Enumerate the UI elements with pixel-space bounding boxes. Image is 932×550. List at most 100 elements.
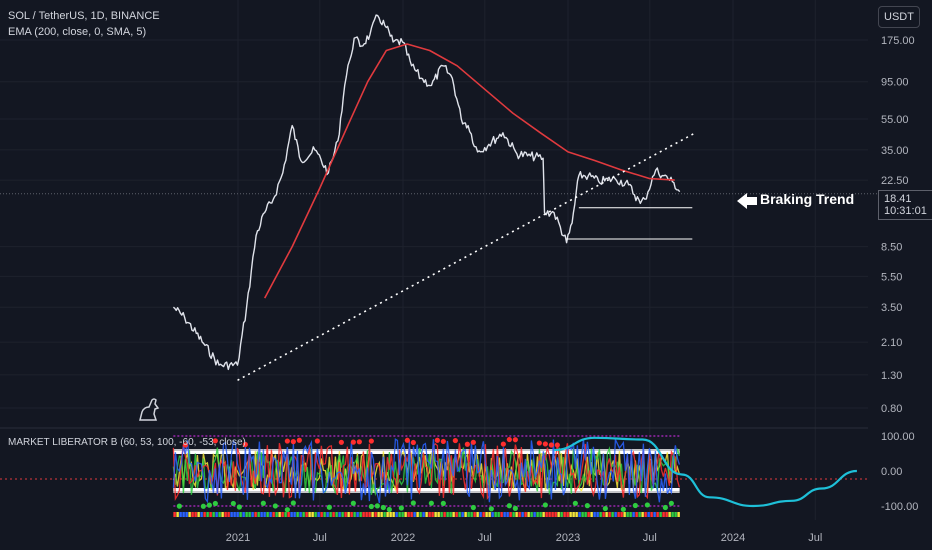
osc-strip-mark xyxy=(674,512,677,517)
time-tick-label: Jul xyxy=(808,532,822,544)
osc-strip-mark xyxy=(239,512,242,517)
osc-strip-mark xyxy=(590,512,593,517)
osc-strip-mark xyxy=(176,512,179,517)
osc-strip-mark xyxy=(260,512,263,517)
osc-strip-mark xyxy=(200,512,203,517)
tradingview-logo-icon[interactable] xyxy=(136,396,162,422)
osc-strip-mark xyxy=(527,512,530,517)
osc-strip-mark xyxy=(317,512,320,517)
osc-strip-mark xyxy=(383,512,386,517)
osc-strip-mark xyxy=(308,512,311,517)
osc-dot-green xyxy=(284,507,290,513)
osc-strip-mark xyxy=(299,512,302,517)
price-tick-label: 55.00 xyxy=(881,114,909,126)
osc-strip-mark xyxy=(182,512,185,517)
osc-strip-mark xyxy=(515,512,518,517)
time-tick-label: 2022 xyxy=(391,532,415,544)
osc-strip-mark xyxy=(563,512,566,517)
osc-strip-mark xyxy=(356,512,359,517)
osc-strip-mark xyxy=(470,512,473,517)
osc-strip-mark xyxy=(185,512,188,517)
osc-strip-mark xyxy=(392,512,395,517)
osc-strip-mark xyxy=(536,512,539,517)
osc-strip-mark xyxy=(506,512,509,517)
osc-tick-label: 100.00 xyxy=(881,431,915,443)
price-tick-label: 35.00 xyxy=(881,145,909,157)
osc-dot-green xyxy=(350,500,356,506)
osc-strip-mark xyxy=(677,512,680,517)
osc-strip-mark xyxy=(569,512,572,517)
osc-strip-mark xyxy=(539,512,542,517)
price-tick-label: 175.00 xyxy=(881,35,915,47)
osc-strip-mark xyxy=(611,512,614,517)
osc-strip-mark xyxy=(629,512,632,517)
osc-strip-mark xyxy=(665,512,668,517)
osc-strip-mark xyxy=(608,512,611,517)
osc-strip-mark xyxy=(443,512,446,517)
osc-strip-mark xyxy=(626,512,629,517)
osc-strip-mark xyxy=(263,512,266,517)
osc-dot-red xyxy=(338,439,344,445)
osc-dot-green xyxy=(488,506,494,512)
osc-dot-green xyxy=(290,500,296,506)
price-tick-label: 2.10 xyxy=(881,337,902,349)
osc-strip-mark xyxy=(464,512,467,517)
osc-strip-mark xyxy=(347,512,350,517)
osc-strip-mark xyxy=(473,512,476,517)
osc-strip-mark xyxy=(341,512,344,517)
osc-strip-mark xyxy=(293,512,296,517)
osc-strip-mark xyxy=(653,512,656,517)
osc-strip-mark xyxy=(656,512,659,517)
osc-dot-red xyxy=(296,437,302,443)
osc-strip-mark xyxy=(218,512,221,517)
osc-strip-mark xyxy=(461,512,464,517)
osc-dot-red xyxy=(410,439,416,446)
osc-strip-mark xyxy=(350,512,353,517)
osc-dot-red xyxy=(440,438,446,445)
osc-strip-mark xyxy=(491,512,494,517)
osc-dot-red xyxy=(452,437,458,444)
osc-dot-green xyxy=(632,502,638,509)
osc-strip-mark xyxy=(641,512,644,517)
osc-band-line xyxy=(172,438,681,504)
oscillator-pane xyxy=(0,435,868,517)
osc-strip-mark xyxy=(413,512,416,517)
indicator-legend[interactable]: MARKET LIBERATOR B (60, 53, 100, -60, -5… xyxy=(8,437,246,448)
osc-strip-mark xyxy=(431,512,434,517)
osc-dot-green xyxy=(620,506,626,512)
osc-strip-mark xyxy=(503,512,506,517)
osc-strip-mark xyxy=(248,512,251,517)
osc-strip-mark xyxy=(251,512,254,517)
price-tick-label: 5.50 xyxy=(881,271,902,283)
osc-strip-mark xyxy=(605,512,608,517)
osc-strip-mark xyxy=(365,512,368,517)
osc-strip-mark xyxy=(305,512,308,517)
osc-strip-mark xyxy=(194,512,197,517)
last-price: 18.41 xyxy=(884,193,912,205)
osc-strip-mark xyxy=(440,512,443,517)
osc-strip-mark xyxy=(173,512,176,517)
osc-strip-mark xyxy=(602,512,605,517)
symbol-legend[interactable]: SOL / TetherUS, 1D, BINANCE xyxy=(8,10,160,22)
osc-dot-green xyxy=(470,504,476,511)
time-tick-label: Jul xyxy=(478,532,492,544)
osc-strip-mark xyxy=(410,512,413,517)
osc-strip-mark xyxy=(623,512,626,517)
time-tick-label: Jul xyxy=(313,532,327,544)
osc-strip-mark xyxy=(455,512,458,517)
osc-band-line xyxy=(172,449,681,493)
osc-strip-mark xyxy=(404,512,407,517)
osc-strip-mark xyxy=(227,512,230,517)
osc-strip-mark xyxy=(296,512,299,517)
osc-strip-mark xyxy=(338,512,341,517)
time-tick-label: Jul xyxy=(643,532,657,544)
osc-strip-mark xyxy=(458,512,461,517)
currency-button[interactable]: USDT xyxy=(878,6,920,28)
ema-legend[interactable]: EMA (200, close, 0, SMA, 5) xyxy=(8,26,147,38)
osc-dot-green xyxy=(602,505,608,512)
osc-dot-green xyxy=(584,503,590,509)
osc-strip-mark xyxy=(416,512,419,517)
osc-strip-mark xyxy=(284,512,287,517)
osc-dot-red xyxy=(464,441,470,447)
